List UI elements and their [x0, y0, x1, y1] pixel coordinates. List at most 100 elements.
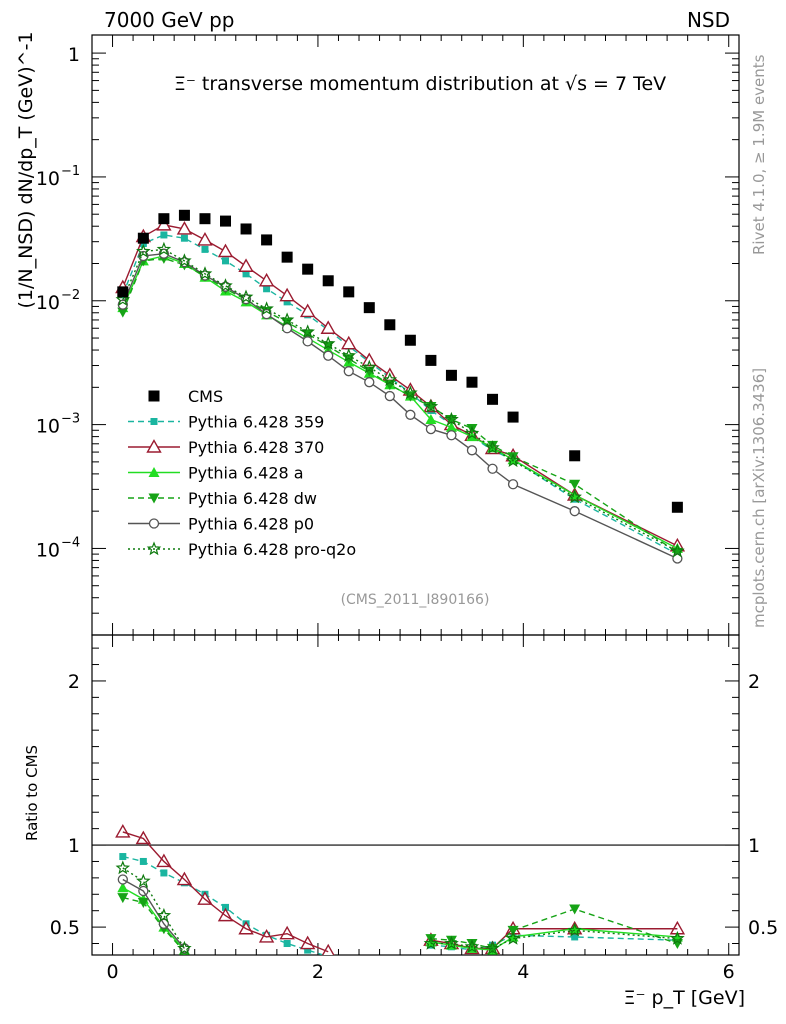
legend-marker: [146, 541, 162, 556]
series-point-3: [117, 307, 129, 318]
cms-data-point: [261, 234, 273, 246]
cms-data-point: [507, 411, 519, 423]
ratio-plot-frame: [91, 634, 740, 956]
series-point-1: [217, 243, 234, 258]
cms-data-point: [137, 232, 149, 244]
axis-ticks: [91, 35, 739, 955]
ratio-point-5: [444, 935, 459, 950]
cms-data-point: [158, 213, 170, 225]
series-point-4: [569, 506, 580, 517]
series-point-5: [670, 543, 685, 558]
legend-marker: [148, 467, 160, 477]
series-point-1: [361, 352, 377, 367]
legend-label: Pythia 6.428 a: [188, 464, 304, 483]
series-line-4: [122, 252, 678, 560]
cms-data-point: [343, 286, 355, 298]
cms-data-point: [466, 376, 478, 388]
ratio-line-2: [122, 887, 185, 951]
series-point-5: [136, 243, 151, 258]
series-point-1: [279, 287, 295, 302]
series-point-5: [362, 359, 377, 374]
series-point-1: [238, 258, 254, 272]
plot-title: Ξ⁻ transverse momentum distribution at √…: [174, 73, 666, 95]
ratio-line-4: [122, 878, 185, 949]
series-point-5: [197, 266, 213, 281]
ratio-tick-label: 0.5: [50, 917, 80, 939]
ratio-point-0: [283, 940, 291, 948]
series-point-3: [507, 452, 519, 463]
cms-data-point: [363, 302, 375, 314]
series-point-4: [425, 423, 437, 435]
y-tick-exponent: −3: [61, 412, 80, 427]
ratio-point-0: [571, 933, 579, 941]
series-point-5: [238, 289, 254, 304]
ratio-point-5: [177, 940, 192, 955]
ratio-tick-label: 2: [68, 671, 80, 693]
series-point-1: [258, 272, 275, 287]
ratio-tick-label-right: 2: [748, 671, 760, 693]
legend-label: Pythia 6.428 p0: [188, 515, 314, 534]
ratio-y-axis-label: Ratio to CMS: [23, 745, 41, 841]
ratio-line-5: [430, 929, 678, 950]
series-line-3: [122, 257, 678, 553]
cms-data-point: [384, 319, 396, 331]
series-point-5: [218, 278, 233, 293]
series-point-4: [261, 308, 272, 320]
cms-data-point: [281, 251, 293, 263]
cms-data-point: [487, 393, 499, 405]
series-point-0: [283, 298, 291, 306]
series-point-1: [176, 221, 193, 235]
series-point-5: [115, 292, 131, 306]
main-plot-series: [115, 209, 686, 564]
series-point-4: [302, 336, 313, 347]
y-tick-exponent: −4: [61, 535, 80, 550]
legend-marker: [150, 418, 158, 425]
series-line-0: [122, 234, 678, 555]
series-point-2: [425, 413, 437, 424]
series-point-0: [180, 234, 188, 242]
series-line-2: [122, 255, 678, 550]
side-label-bottom: mcplots.cern.ch [arXiv:1306.3436]: [750, 368, 768, 628]
cms-data-point: [220, 215, 232, 227]
ratio-point-5: [567, 922, 582, 937]
series-point-1: [197, 231, 213, 246]
ratio-tick-label-right: 1: [748, 835, 760, 857]
cms-data-point: [404, 334, 416, 346]
ratio-point-5: [136, 873, 151, 888]
series-point-5: [279, 312, 295, 327]
ratio-line-1: [122, 831, 329, 953]
ratio-tick-label-right: 0.5: [748, 917, 778, 939]
y-tick-label: 10: [36, 539, 60, 561]
ratio-tick-label: 1: [68, 835, 80, 857]
ratio-point-5: [670, 930, 685, 945]
cms-data-point: [445, 369, 457, 381]
series-point-1: [320, 320, 336, 334]
series-point-4: [466, 445, 478, 456]
series-point-5: [485, 440, 500, 454]
ratio-point-5: [115, 860, 131, 875]
series-point-0: [222, 257, 230, 265]
ratio-point-1: [279, 925, 295, 940]
y-tick-label: 10: [36, 416, 60, 438]
x-tick-label: 4: [517, 961, 529, 983]
ratio-point-1: [115, 824, 131, 838]
cms-data-point: [178, 209, 190, 221]
x-tick-label: 6: [723, 961, 735, 983]
series-point-4: [507, 479, 519, 490]
ratio-line-0: [122, 855, 326, 955]
series-point-5: [259, 301, 274, 316]
series-point-4: [364, 377, 375, 388]
ratio-line-3: [122, 896, 185, 953]
legend-marker: [146, 439, 162, 453]
ratio-point-5: [423, 935, 439, 950]
series-point-1: [299, 303, 316, 318]
series-point-5: [444, 411, 459, 426]
process-label: NSD: [687, 8, 730, 32]
series-point-5: [382, 372, 398, 387]
series-point-0: [242, 270, 250, 278]
legend-marker: [148, 518, 160, 529]
series-point-5: [567, 489, 582, 504]
series-point-4: [281, 323, 293, 334]
series-point-4: [343, 366, 354, 377]
